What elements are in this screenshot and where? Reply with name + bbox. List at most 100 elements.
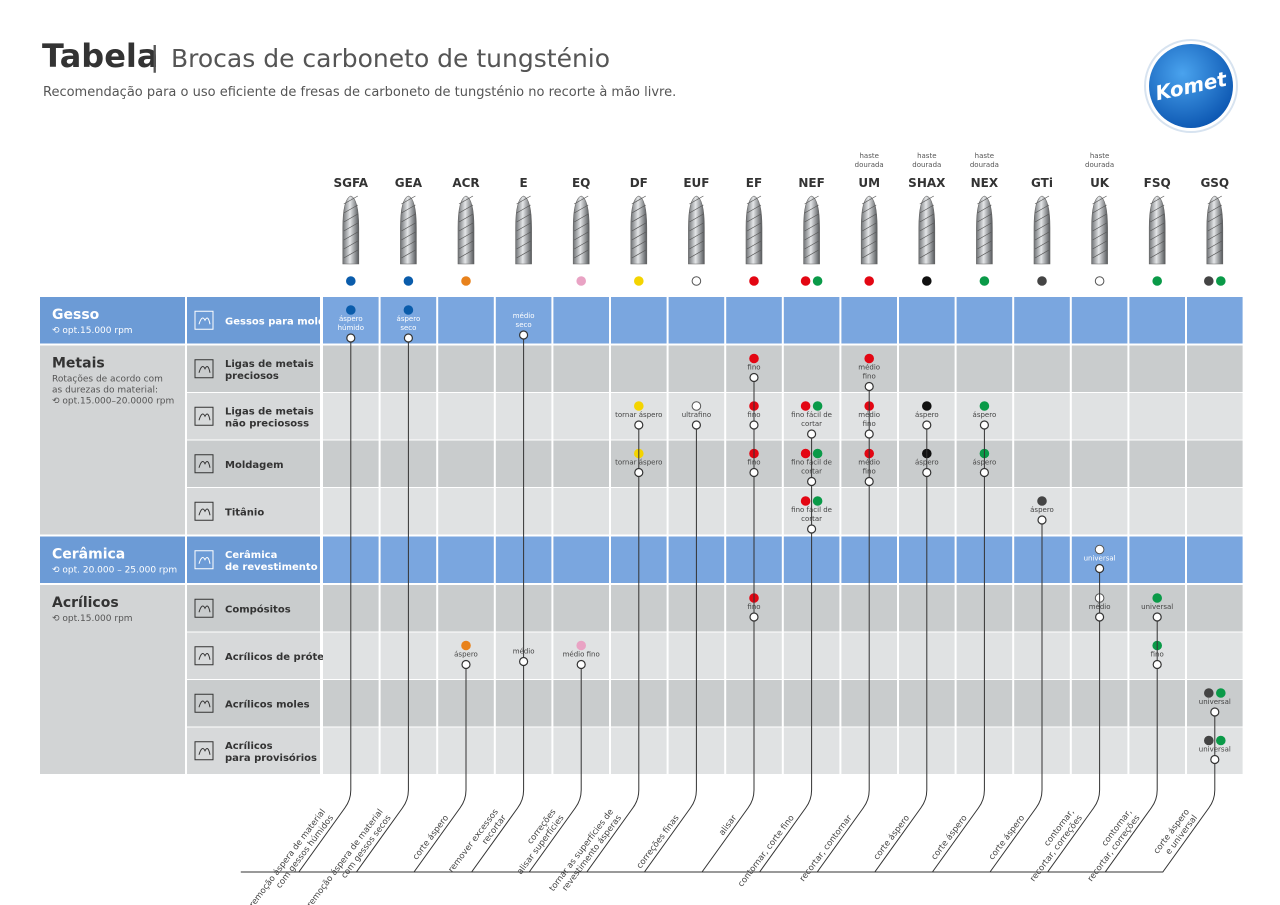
bur-flute (977, 222, 992, 232)
row-icon-glyph (198, 366, 211, 373)
bur-flute (919, 249, 934, 259)
bur-flute (516, 249, 531, 259)
grid-cell (438, 393, 494, 440)
bur-flute (1092, 231, 1107, 241)
tool-name: DF (630, 176, 648, 190)
logo-disc (1149, 44, 1233, 128)
color-dot (1216, 688, 1226, 698)
color-dot (691, 401, 702, 411)
grid-cell (553, 585, 609, 632)
tool-name: UK (1090, 176, 1110, 190)
connector-line (528, 425, 640, 873)
bur-flute (343, 231, 358, 241)
group-cell (40, 585, 185, 774)
bur-flute (919, 240, 934, 250)
color-dot (461, 640, 471, 651)
row-icon (194, 693, 214, 713)
tool-name: E (519, 176, 527, 190)
bur-flute (689, 231, 704, 241)
connector-ring (806, 429, 817, 439)
row-icon-glyph (198, 605, 211, 613)
color-dot (1094, 544, 1105, 555)
color-dot (864, 276, 875, 286)
cell-text: áspero (397, 315, 421, 323)
connector-ring (1037, 515, 1047, 525)
color-dot (1204, 688, 1214, 698)
grid-cell (783, 297, 840, 344)
tool-note: haste (917, 152, 936, 160)
row-icon-glyph (198, 461, 211, 468)
bur-flute (631, 231, 646, 241)
usage-text: alisar (717, 813, 739, 838)
tool-name: NEF (798, 176, 824, 190)
bur-flute (574, 195, 589, 205)
title: Tabela (42, 37, 158, 75)
bur-flute (516, 213, 531, 223)
tool-name: SGFA (333, 176, 368, 190)
tool-name: NEX (971, 176, 999, 190)
bur-flute (1092, 249, 1107, 259)
connector-line (298, 338, 409, 873)
description: Recomendação para o uso eficiente de fre… (43, 85, 676, 100)
connector-ring (461, 659, 471, 670)
tool-name: UM (858, 176, 880, 190)
bur-flute (862, 240, 877, 250)
bur-flute (862, 249, 877, 259)
connector-line (644, 377, 755, 873)
row-label: Titânio (225, 506, 264, 518)
connector-line (932, 520, 1043, 873)
color-dot (979, 276, 990, 286)
connector-line (701, 434, 813, 873)
connector-line (816, 425, 928, 873)
grid-cell (1187, 393, 1243, 440)
connector-ring (1152, 659, 1162, 670)
cell-text: médio fino (563, 651, 600, 659)
bur-flute (1034, 249, 1050, 259)
row-icon (194, 550, 214, 570)
row-label: Acrílicos (225, 740, 273, 752)
bur-flute (458, 240, 474, 250)
connector-ring (691, 420, 702, 430)
color-dot (576, 276, 587, 286)
color-dot (403, 305, 414, 315)
color-dot (812, 401, 823, 411)
color-dot (1037, 276, 1047, 286)
row-icon (194, 454, 214, 474)
connector-ring (806, 524, 817, 534)
grid-cell (1187, 632, 1243, 679)
bur-flute (458, 222, 474, 232)
bur-flute (631, 222, 646, 232)
row-icon (194, 359, 214, 379)
color-dot (979, 401, 990, 411)
bur-flute (746, 213, 762, 223)
connector-ring (806, 476, 817, 487)
bur-flute (1092, 195, 1107, 205)
bur-flute (689, 195, 704, 205)
row-icon (194, 741, 214, 761)
tool-name: EF (746, 176, 762, 190)
grid-cell (553, 345, 609, 392)
group-note: as durezas do material: (52, 386, 158, 396)
row-icon (194, 646, 214, 666)
tool-name: ACR (452, 176, 479, 190)
bur-flute (401, 204, 416, 214)
connector-ring (979, 420, 990, 430)
row-label: Cerâmica (225, 549, 277, 561)
bur-flute (919, 204, 934, 214)
bur-flute (574, 213, 589, 223)
row-label: Acrílicos de prótese (225, 651, 337, 663)
bur-flute (516, 240, 531, 250)
bur-flute (977, 195, 992, 205)
grid-cell (438, 345, 494, 392)
color-dot (691, 276, 702, 286)
row-label: Compósitos (225, 603, 291, 615)
usage-text: correções finas (635, 813, 682, 871)
bur-flute (862, 204, 877, 214)
connector-ring (749, 467, 759, 478)
bur-flute (862, 231, 877, 241)
row-label: de revestimento (225, 562, 318, 573)
bur-flute (1034, 213, 1050, 223)
row-icon-glyph (198, 557, 211, 564)
bur-flute (1034, 231, 1050, 241)
color-dot (800, 496, 811, 506)
